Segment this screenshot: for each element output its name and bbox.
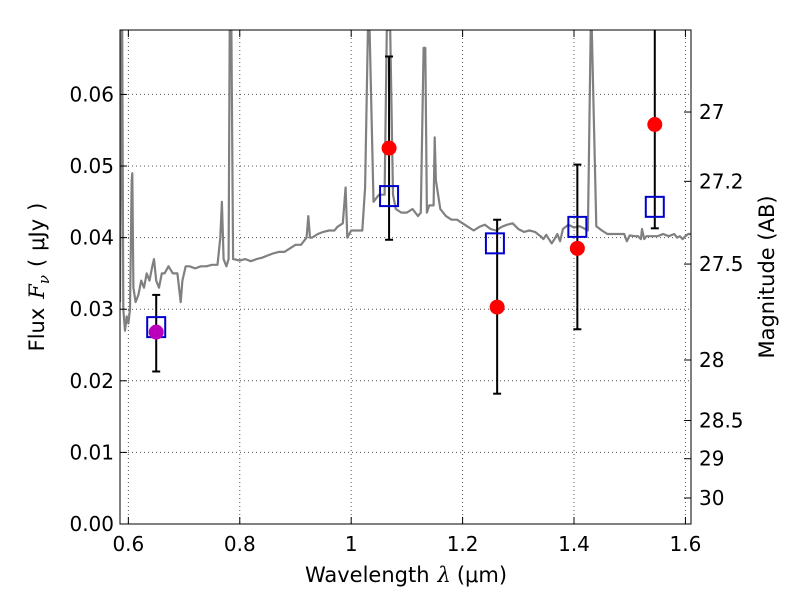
x-tick-label: 0.6 (112, 532, 144, 556)
x-tick-label: 1.4 (558, 532, 590, 556)
observed-point (148, 324, 164, 340)
y-tick-label: 0.01 (69, 440, 114, 464)
observed-point (489, 299, 505, 315)
x-tick-label: 1.6 (670, 532, 702, 556)
axis-layer: 0.6 0.8 1 1.2 1.4 1.6 0.00 0.01 0.02 0.03 0.04 0.05… (69, 30, 744, 556)
magnitude-tick-label: 30 (699, 486, 724, 510)
magnitude-tick-label: 27.2 (699, 169, 744, 193)
model-box-marker (644, 195, 665, 218)
observed-point (381, 140, 397, 156)
model-box-marker (567, 215, 588, 238)
spectrum-line (120, 30, 691, 332)
y-tick-label: 0.00 (69, 512, 114, 536)
magnitude-tick-label: 28 (699, 348, 724, 372)
y-tick-label: 0.02 (69, 369, 114, 393)
observed-point (569, 240, 585, 256)
model-box-marker (379, 185, 400, 208)
y-tick-label: 0.04 (69, 226, 114, 250)
right-axis-label: Magnitude (AB) (755, 195, 779, 358)
y-tick-label: 0.05 (69, 154, 114, 178)
x-axis-label: Wavelength λ (μm) (305, 563, 507, 587)
magnitude-tick-label: 27.5 (699, 252, 744, 276)
x-tick-label: 0.8 (224, 532, 256, 556)
clipped-plot (120, 30, 691, 395)
model-box-marker (484, 232, 505, 255)
plot-layer (120, 30, 691, 395)
x-tick-label: 1.2 (447, 532, 479, 556)
magnitude-tick-label: 27 (699, 100, 724, 124)
grid-layer (120, 30, 691, 524)
y-tick-label: 0.03 (69, 297, 114, 321)
magnitude-tick-label: 29 (699, 447, 724, 471)
x-tick-label: 1 (345, 532, 358, 556)
observed-point (647, 117, 663, 133)
y-tick-label: 0.06 (69, 82, 114, 106)
y-axis-label: FluxFν(μJy) (25, 203, 53, 352)
magnitude-tick-label: 28.5 (699, 409, 744, 433)
plot-frame (119, 29, 692, 525)
